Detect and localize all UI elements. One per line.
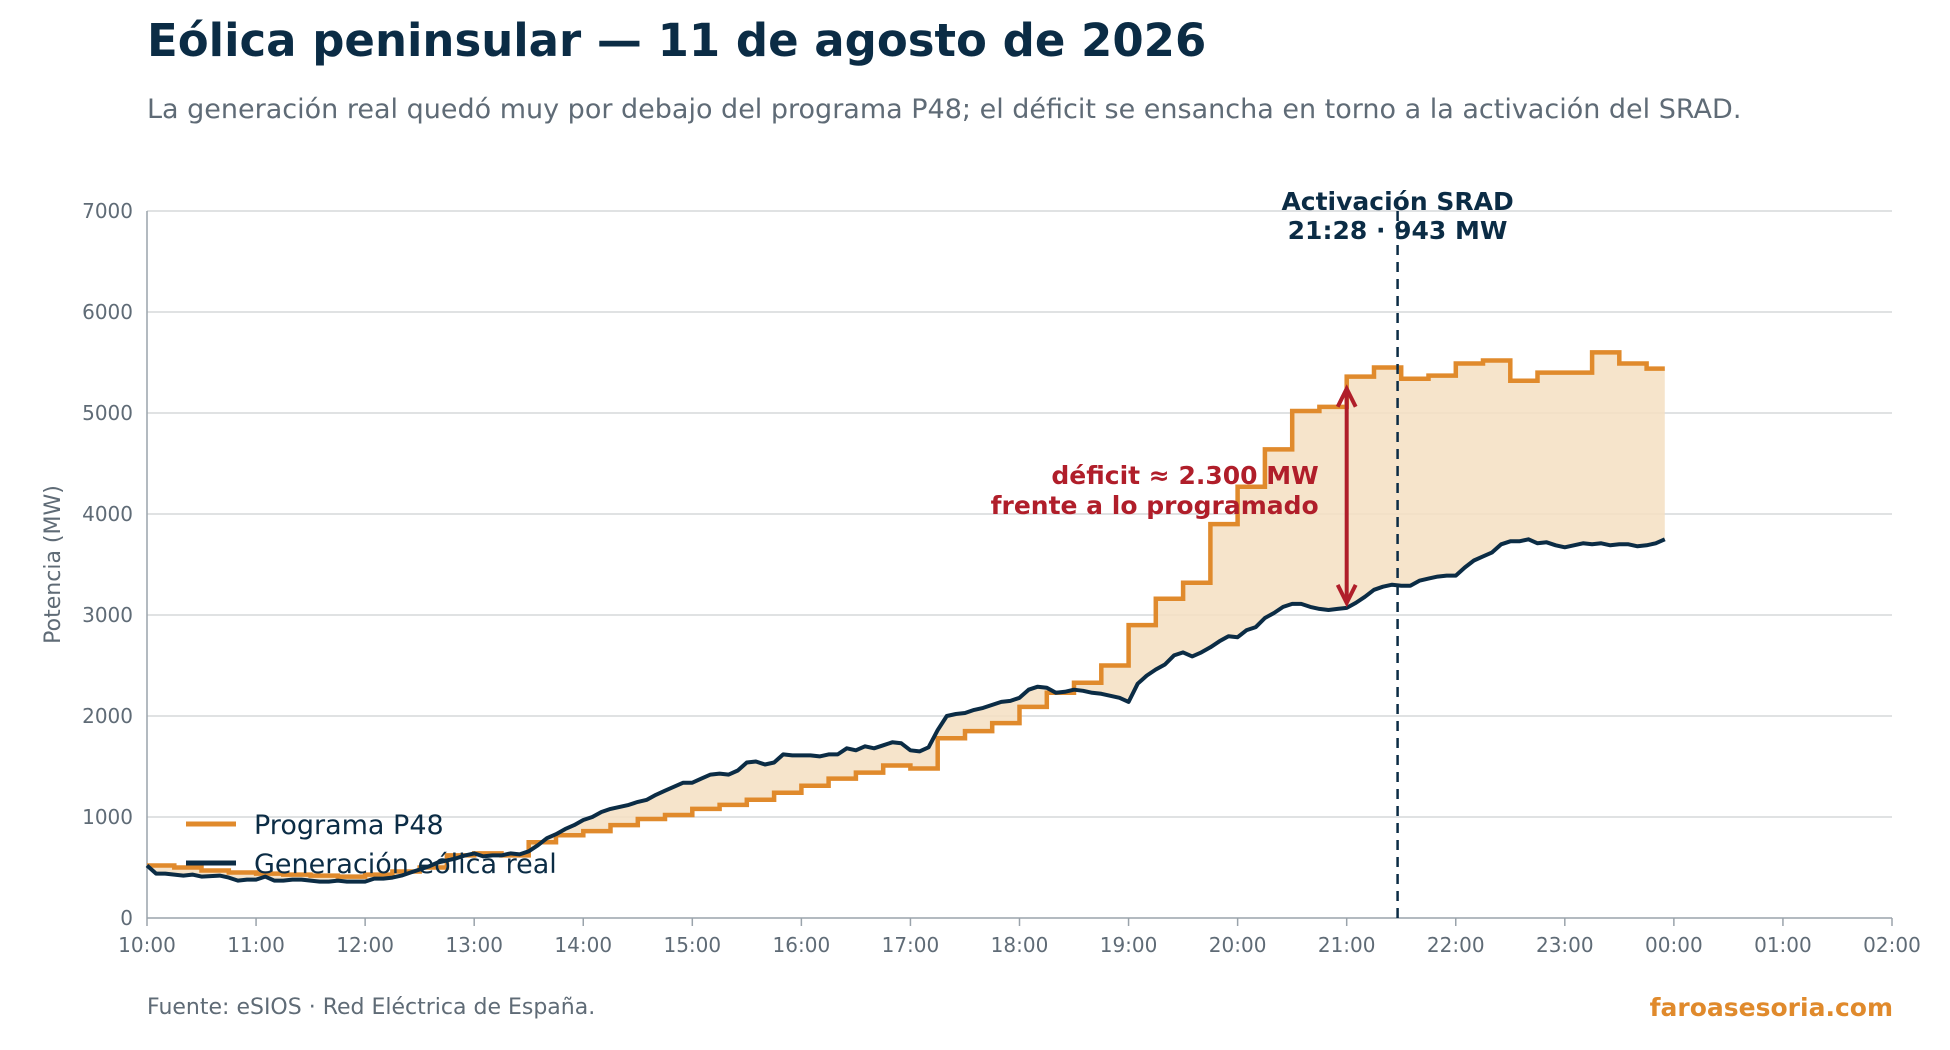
deficit-area xyxy=(147,352,1665,882)
x-tick-label: 19:00 xyxy=(1100,933,1158,957)
x-tick-label: 14:00 xyxy=(554,933,612,957)
series-line-generacion-eolica-real xyxy=(145,537,1666,884)
y-axis-label: Potencia (MW) xyxy=(41,485,66,644)
x-tick-label: 16:00 xyxy=(773,933,831,957)
series-line-programa-p48 xyxy=(147,350,1665,879)
source-note: Fuente: eSIOS · Red Eléctrica de España. xyxy=(147,995,596,1020)
x-tick-label: 17:00 xyxy=(882,933,940,957)
legend-label: Programa P48 xyxy=(254,810,444,841)
x-tick-label: 21:00 xyxy=(1318,933,1376,957)
y-tick-label: 3000 xyxy=(82,603,133,627)
brand-link[interactable]: faroasesoria.com xyxy=(1649,993,1893,1022)
x-tick-label: 13:00 xyxy=(445,933,503,957)
y-tick-label: 6000 xyxy=(82,300,133,324)
srad-annotation-label: 21:28 · 943 MW xyxy=(1288,216,1508,245)
chart-subtitle: La generación real quedó muy por debajo … xyxy=(147,94,1742,125)
deficit-annotation-label: frente a lo programado xyxy=(991,491,1319,520)
y-tick-label: 7000 xyxy=(82,199,133,223)
x-tick-label: 10:00 xyxy=(118,933,176,957)
x-tick-label: 11:00 xyxy=(227,933,285,957)
x-tick-label: 22:00 xyxy=(1427,933,1485,957)
x-tick-label: 18:00 xyxy=(991,933,1049,957)
x-tick-label: 01:00 xyxy=(1754,933,1812,957)
deficit-arrow-head-up xyxy=(1335,384,1358,408)
y-tick-label: 4000 xyxy=(82,502,133,526)
srad-annotation-label: Activación SRAD xyxy=(1281,187,1513,216)
x-tick-label: 20:00 xyxy=(1209,933,1267,957)
deficit-arrow-head-down xyxy=(1335,583,1358,608)
y-tick-label: 1000 xyxy=(82,805,133,829)
chart-title: Eólica peninsular — 11 de agosto de 2026 xyxy=(147,14,1207,67)
x-tick-label: 23:00 xyxy=(1536,933,1594,957)
x-tick-label: 02:00 xyxy=(1863,933,1921,957)
deficit-annotation-label: déficit ≈ 2.300 MW xyxy=(1051,461,1318,490)
y-tick-label: 0 xyxy=(120,906,133,930)
y-tick-label: 5000 xyxy=(82,401,133,425)
legend-label: Generación eólica real xyxy=(254,849,557,880)
x-tick-label: 15:00 xyxy=(663,933,721,957)
x-tick-label: 12:00 xyxy=(336,933,394,957)
x-tick-label: 00:00 xyxy=(1645,933,1703,957)
y-tick-label: 2000 xyxy=(82,704,133,728)
